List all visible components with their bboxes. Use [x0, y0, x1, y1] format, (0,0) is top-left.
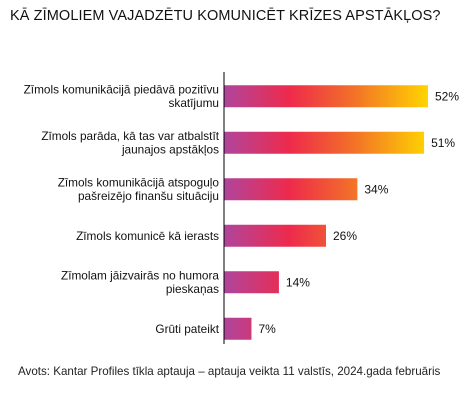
- source-note: Avots: Kantar Profiles tīkla aptauja – a…: [18, 365, 441, 378]
- category-label-line: skatījumu: [169, 96, 219, 110]
- bar-3: [224, 224, 326, 247]
- bar-1: [224, 131, 425, 154]
- data-label-5: 7%: [258, 322, 276, 336]
- category-label-line: jaunajos apstākļos: [121, 143, 219, 157]
- category-label-5: Grūti pateikt: [155, 322, 219, 336]
- data-label-1: 51%: [431, 136, 455, 150]
- category-label-line: Grūti pateikt: [155, 322, 219, 336]
- category-label-line: pašreizējo finanšu situāciju: [78, 189, 219, 203]
- category-label-line: Zīmols komunikācijā atspoguļo: [58, 176, 220, 190]
- category-label-line: Zīmols parāda, kā tas var atbalstīt: [41, 129, 219, 143]
- category-label-line: pieskaņas: [166, 282, 219, 296]
- bar-4: [224, 271, 279, 294]
- category-label-line: Zīmolam jāizvairās no humora: [61, 269, 219, 283]
- bar-5: [224, 317, 252, 340]
- bar-chart: 52% Zīmols komunikācijā piedāvā pozitīvu s…: [24, 72, 459, 344]
- category-label-2: Zīmols komunikācijā atspoguļo pašreizējo …: [58, 176, 220, 204]
- category-label-3: Zīmols komunicē kā ierasts: [76, 229, 219, 243]
- data-label-0: 52%: [435, 89, 459, 103]
- category-label-1: Zīmols parāda, kā tas var atbalstīt jauna…: [41, 129, 219, 157]
- data-label-3: 26%: [333, 229, 357, 243]
- category-label-line: Zīmols komunikācijā piedāvā pozitīvu: [24, 83, 219, 97]
- bar-0: [224, 85, 428, 108]
- category-label-4: Zīmolam jāizvairās no humora pieskaņas: [61, 269, 219, 297]
- category-label-0: Zīmols komunikācijā piedāvā pozitīvu skat…: [24, 83, 219, 111]
- bar-2: [224, 178, 358, 201]
- chart-title: KĀ ZĪMOLIEM VAJADZĒTU KOMUNICĒT KRĪZES A…: [10, 8, 441, 24]
- data-label-2: 34%: [364, 182, 388, 196]
- data-label-4: 14%: [286, 275, 310, 289]
- category-label-line: Zīmols komunicē kā ierasts: [76, 229, 219, 243]
